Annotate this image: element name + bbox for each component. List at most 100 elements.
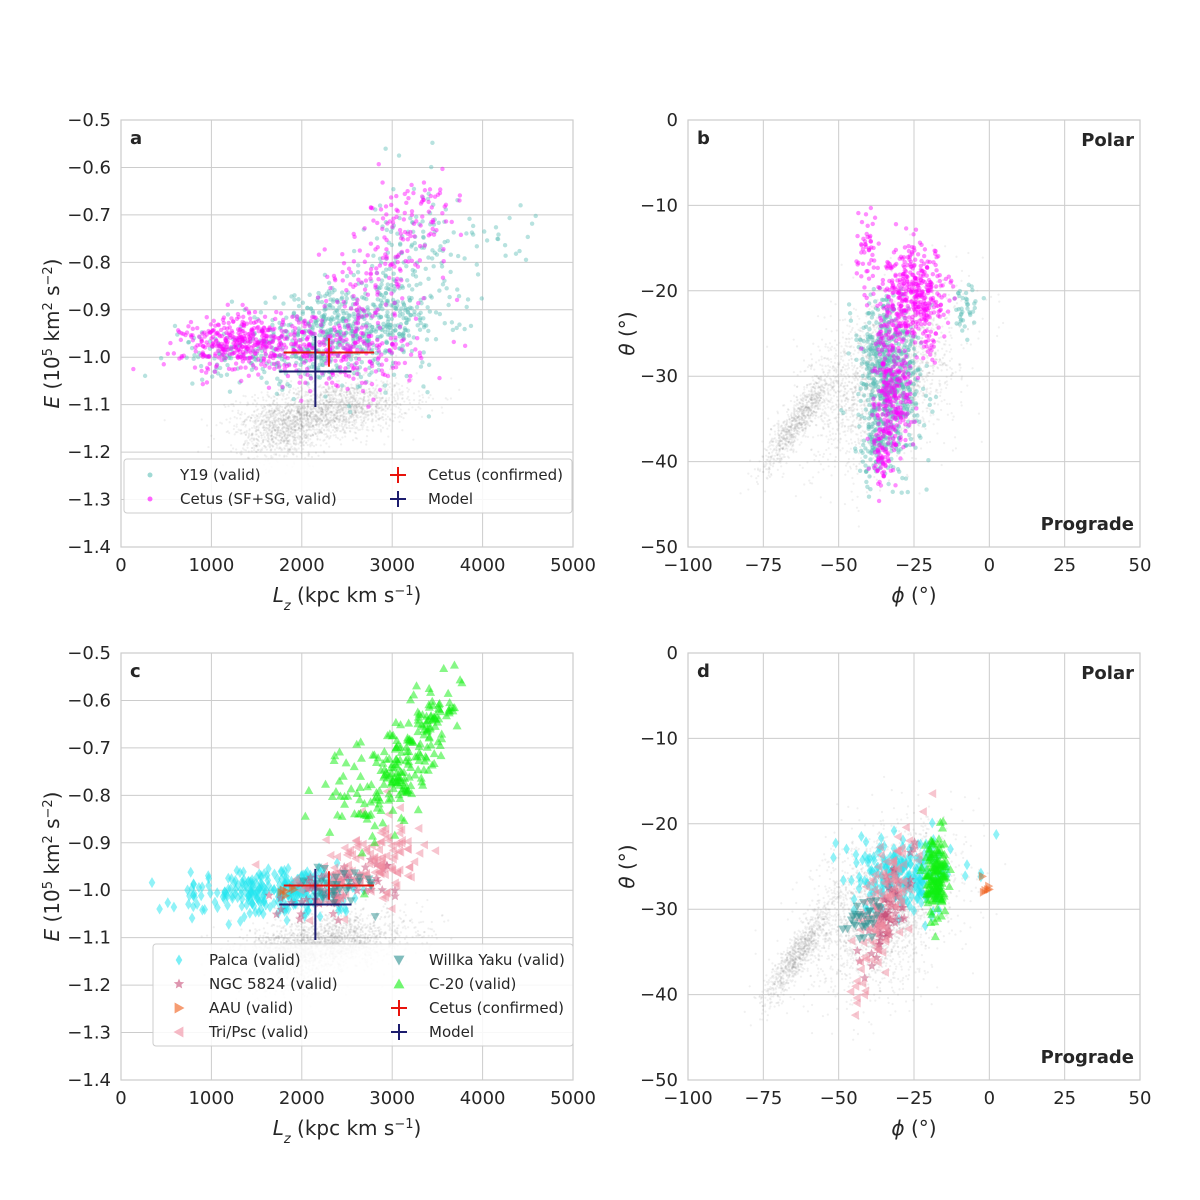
background-point [341,400,343,402]
background-point [845,464,847,466]
data-point [381,256,385,260]
background-point [286,380,288,382]
background-point [349,430,351,432]
background-point [291,435,293,437]
data-point [242,324,246,328]
data-point [517,249,521,253]
background-point [292,429,294,431]
background-point [306,408,308,410]
data-point [394,208,398,212]
data-point [398,313,402,317]
background-point [335,406,337,408]
background-point [917,396,919,398]
background-point [261,434,263,436]
data-point [465,305,469,309]
background-point [299,414,301,416]
data-point [455,298,459,302]
background-point [353,416,355,418]
background-point [276,432,278,434]
background-point [283,440,285,442]
data-point [179,338,183,342]
background-point [373,392,375,394]
background-point [284,398,286,400]
background-point [300,445,302,447]
background-point [959,367,961,369]
background-point [253,447,255,449]
background-point [299,418,301,420]
background-point [277,428,279,430]
background-point [393,384,395,386]
data-point [288,332,292,336]
background-point [359,405,361,407]
background-point [325,388,327,390]
legend: Y19 (valid)Cetus (SF+SG, valid)Cetus (co… [124,459,572,513]
background-point [909,233,911,235]
data-point [305,373,309,377]
background-point [283,421,285,423]
data-point [225,373,229,377]
data-point [210,374,214,378]
data-point [431,264,435,268]
y-tick-label: −0.9 [67,300,111,321]
background-point [337,415,339,417]
data-point [259,376,263,380]
background-point [237,410,239,412]
background-point [822,409,824,411]
background-point [334,420,336,422]
data-point [303,322,307,326]
background-point [235,400,237,402]
data-point [462,256,466,260]
background-point [941,400,943,402]
data-point [336,354,340,358]
data-point [300,330,304,334]
background-point [283,455,285,457]
background-point [390,394,392,396]
data-point [393,328,397,332]
background-point [944,245,946,247]
background-point [384,388,386,390]
background-point [256,433,258,435]
data-point [303,381,307,385]
background-point [334,434,336,436]
data-point [358,338,362,342]
data-point [205,380,209,384]
background-point [215,424,217,426]
legend-marker [148,473,153,478]
data-point [405,189,409,193]
background-point [334,427,336,429]
background-point [941,464,943,466]
background-point [357,410,359,412]
background-point [408,399,410,401]
data-point [414,247,418,251]
data-point [429,194,433,198]
background-point [310,413,312,415]
background-point [197,451,199,453]
background-point [334,431,336,433]
data-point [258,346,262,350]
data-point [364,324,368,328]
background-point [253,425,255,427]
data-point [376,277,380,281]
data-point [403,259,407,263]
background-point [268,438,270,440]
data-point [219,374,223,378]
data-point [415,305,419,309]
background-point [303,444,305,446]
background-point [413,399,415,401]
background-point [246,430,248,432]
background-point [299,436,301,438]
background-point [348,417,350,419]
legend-label: Cetus (confirmed) [428,466,563,484]
data-point [456,254,460,258]
y-label-mid: km [40,311,64,348]
data-point [393,335,397,339]
data-point [415,336,419,340]
background-point [201,418,203,420]
data-point [347,267,351,271]
background-point [305,441,307,443]
background-point [265,414,267,416]
data-point [162,362,166,366]
data-point [251,363,255,367]
data-point [416,301,420,305]
